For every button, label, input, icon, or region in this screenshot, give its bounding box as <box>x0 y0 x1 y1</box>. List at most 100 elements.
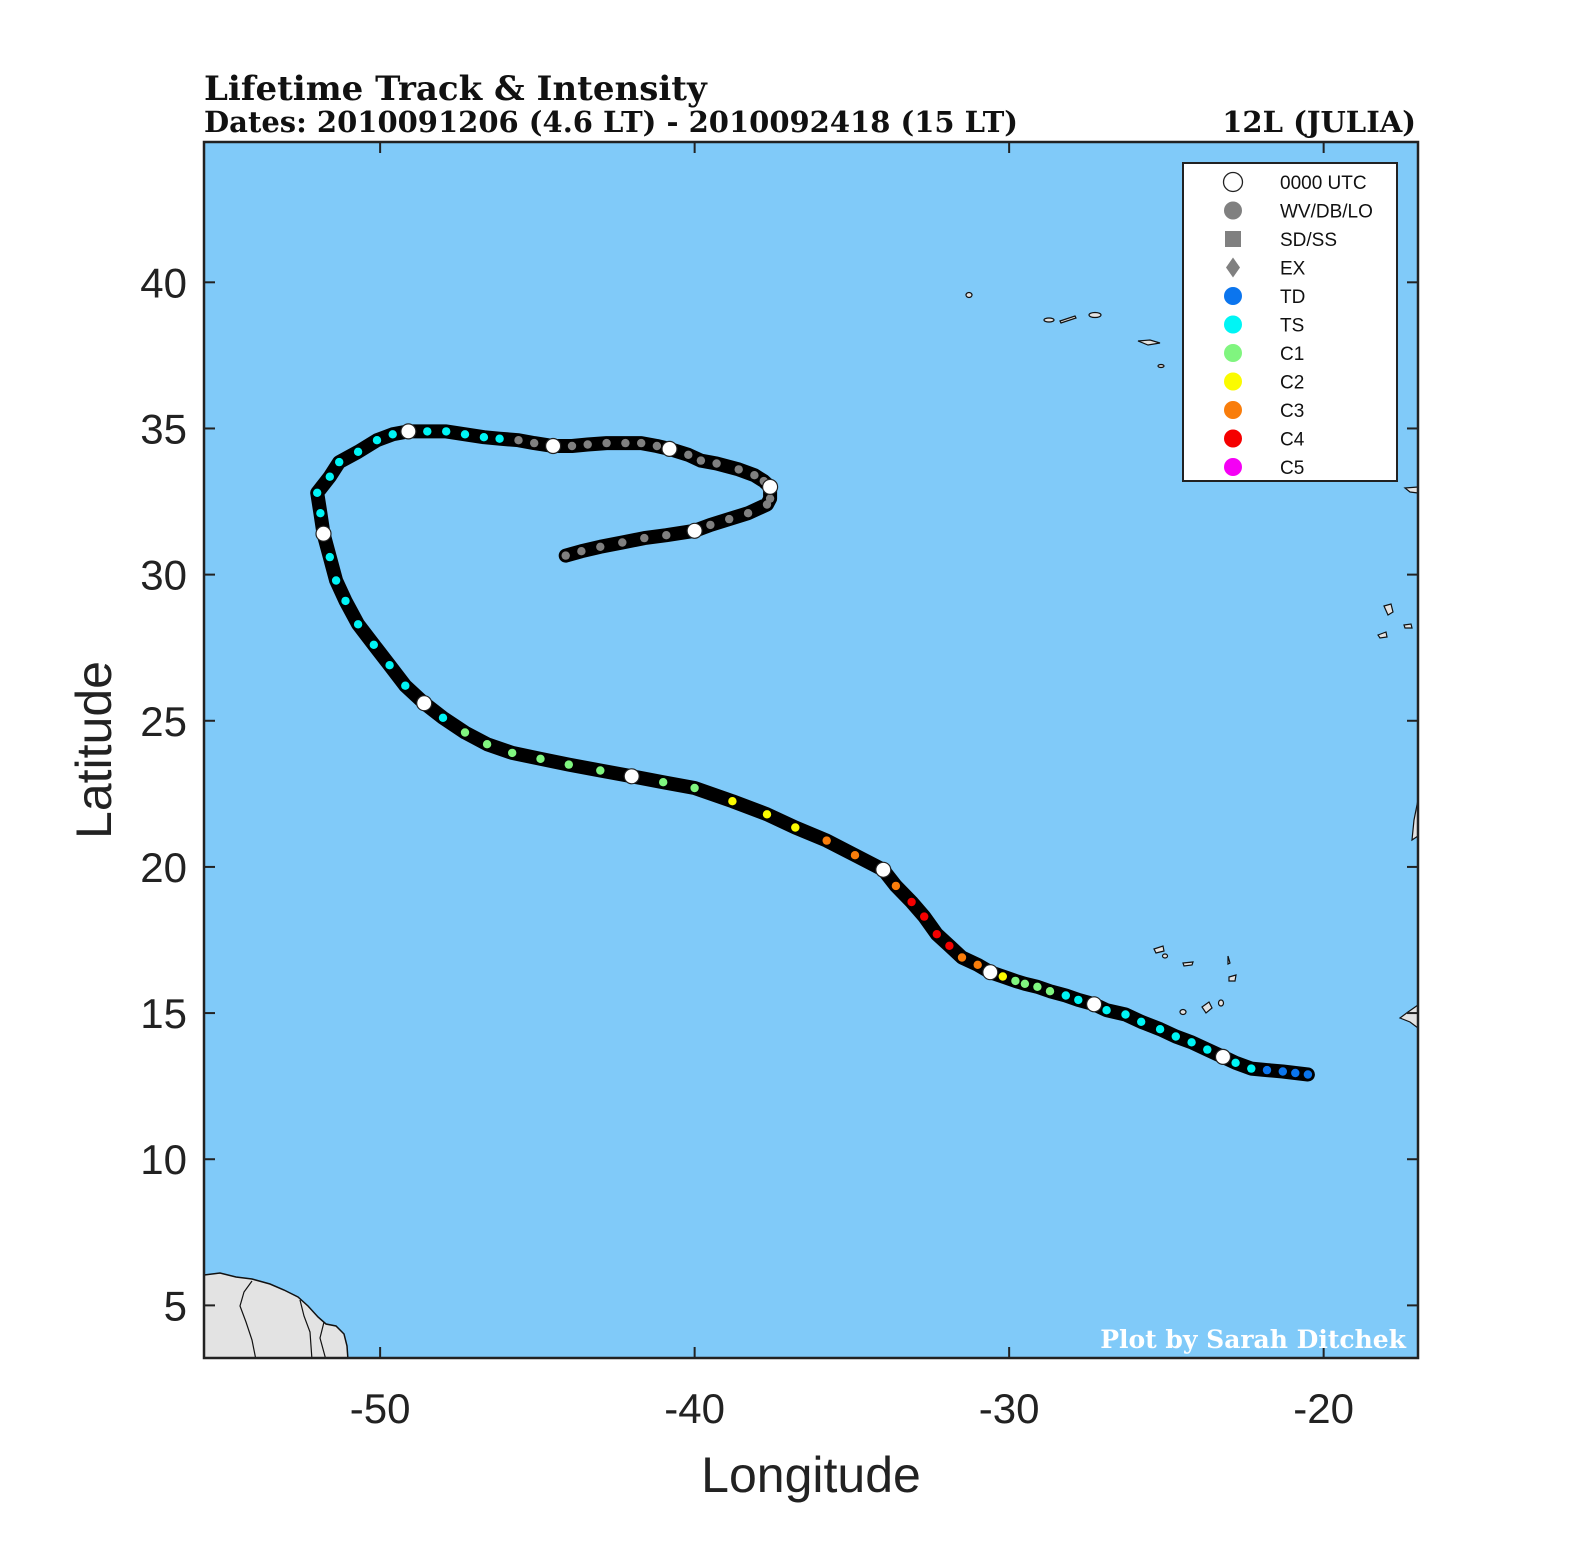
track-point <box>495 434 504 443</box>
track-point <box>1155 1025 1165 1034</box>
track-point <box>637 438 646 448</box>
utc-0000-marker <box>761 478 779 495</box>
legend-marker <box>1224 315 1242 334</box>
y-tick-label: 10 <box>140 1136 187 1183</box>
azores-island <box>1043 317 1055 323</box>
legend-marker <box>1224 201 1242 220</box>
track-point <box>341 596 350 606</box>
legend-box <box>1182 162 1398 482</box>
storm-track-layer <box>310 423 1315 1082</box>
track-point <box>353 620 363 629</box>
utc-0000-marker <box>1214 1048 1232 1066</box>
track-point <box>1247 1064 1256 1073</box>
track-point <box>762 810 772 819</box>
cape-verde-island <box>1227 955 1231 965</box>
cape-verde-island <box>1161 953 1169 959</box>
track-point <box>508 748 517 758</box>
south-america-landmass <box>204 1272 349 1358</box>
track-point <box>1011 976 1020 986</box>
track-point <box>1187 1038 1196 1047</box>
legend-marker <box>1224 287 1242 305</box>
track-point <box>1203 1045 1212 1054</box>
utc-0000-marker <box>661 440 678 457</box>
legend-marker <box>1224 401 1242 419</box>
legend-label: C5 <box>1280 458 1304 479</box>
track-point <box>690 783 699 793</box>
utc-0000-marker <box>686 522 703 539</box>
cape-verde-island <box>1201 1001 1213 1014</box>
legend-marker <box>1224 344 1242 362</box>
track-point <box>1074 995 1083 1005</box>
y-tick-label: 30 <box>140 552 187 599</box>
track-point <box>401 681 410 690</box>
africa-coast <box>1411 799 1418 842</box>
track-point <box>762 500 772 509</box>
azores-island <box>1137 339 1161 346</box>
y-tick-label: 15 <box>140 990 187 1037</box>
track-point <box>596 542 605 551</box>
legend-label: C1 <box>1280 344 1304 365</box>
track-point <box>1020 979 1030 988</box>
legend-items: 0000 UTC WV/DB/LO SD/SS EX TD TS C1 C2 C3 C4 C5 <box>1222 171 1373 479</box>
x-axis-title: Longitude <box>701 1447 921 1503</box>
legend-marker <box>1222 171 1244 193</box>
track-point <box>423 427 432 436</box>
legend-label: TS <box>1280 316 1304 337</box>
track-point <box>1045 987 1055 996</box>
legend-marker <box>1224 429 1242 448</box>
track-point <box>1033 982 1042 991</box>
legend-label: C4 <box>1280 430 1305 451</box>
track-point <box>482 740 492 749</box>
legend: 0000 UTC WV/DB/LO SD/SS EX TD TS C1 C2 C3 C4 C5 <box>1182 162 1398 482</box>
track-point <box>920 912 929 921</box>
track-point <box>662 531 671 540</box>
figure-title: Lifetime Track & Intensity <box>204 69 708 109</box>
legend-item: TS <box>1224 315 1304 337</box>
track-point <box>1262 1065 1272 1075</box>
track-point <box>973 960 982 969</box>
track-point <box>460 728 470 737</box>
track-point <box>734 465 743 474</box>
legend-marker <box>1226 257 1240 278</box>
track-point <box>652 441 662 451</box>
track-point <box>728 797 737 806</box>
legend-item: C1 <box>1224 344 1304 365</box>
legend-item: C3 <box>1224 401 1304 422</box>
track-point <box>460 430 470 439</box>
cape-verde-island <box>1217 999 1225 1007</box>
utc-0000-marker <box>982 964 999 981</box>
legend-item: WV/DB/LO <box>1224 201 1373 223</box>
track-point <box>1291 1068 1300 1078</box>
africa-coast <box>1398 1004 1418 1029</box>
track-point <box>583 440 592 449</box>
track-point <box>945 941 954 950</box>
track-point <box>725 514 734 524</box>
canary-island <box>1403 623 1413 629</box>
legend-label: 0000 UTC <box>1280 173 1367 194</box>
legend-item: C5 <box>1224 458 1304 479</box>
track-point <box>331 576 341 585</box>
track-point <box>313 488 322 497</box>
y-tick-label: 35 <box>140 405 187 452</box>
axis-ticks: -50 -40 -30 -20 5 10 15 20 25 30 35 40 <box>140 142 1418 1432</box>
cape-verde-island <box>1228 974 1237 982</box>
track-point <box>602 438 611 448</box>
canary-island <box>1377 631 1388 639</box>
track-point <box>957 953 967 962</box>
y-tick-label: 5 <box>164 1282 187 1329</box>
canary-island <box>1383 603 1394 616</box>
track-point <box>684 450 693 459</box>
track-point <box>1171 1032 1181 1041</box>
border-line <box>299 1299 313 1358</box>
track-point <box>372 436 382 445</box>
track-point <box>822 836 831 845</box>
azores-island <box>1157 363 1165 369</box>
azores-island <box>965 291 973 299</box>
track-point <box>596 766 605 775</box>
track-point <box>442 427 451 436</box>
utc-0000-marker <box>416 695 433 712</box>
legend-item: C2 <box>1224 372 1304 394</box>
track-point <box>743 509 753 518</box>
track-point <box>791 823 800 832</box>
